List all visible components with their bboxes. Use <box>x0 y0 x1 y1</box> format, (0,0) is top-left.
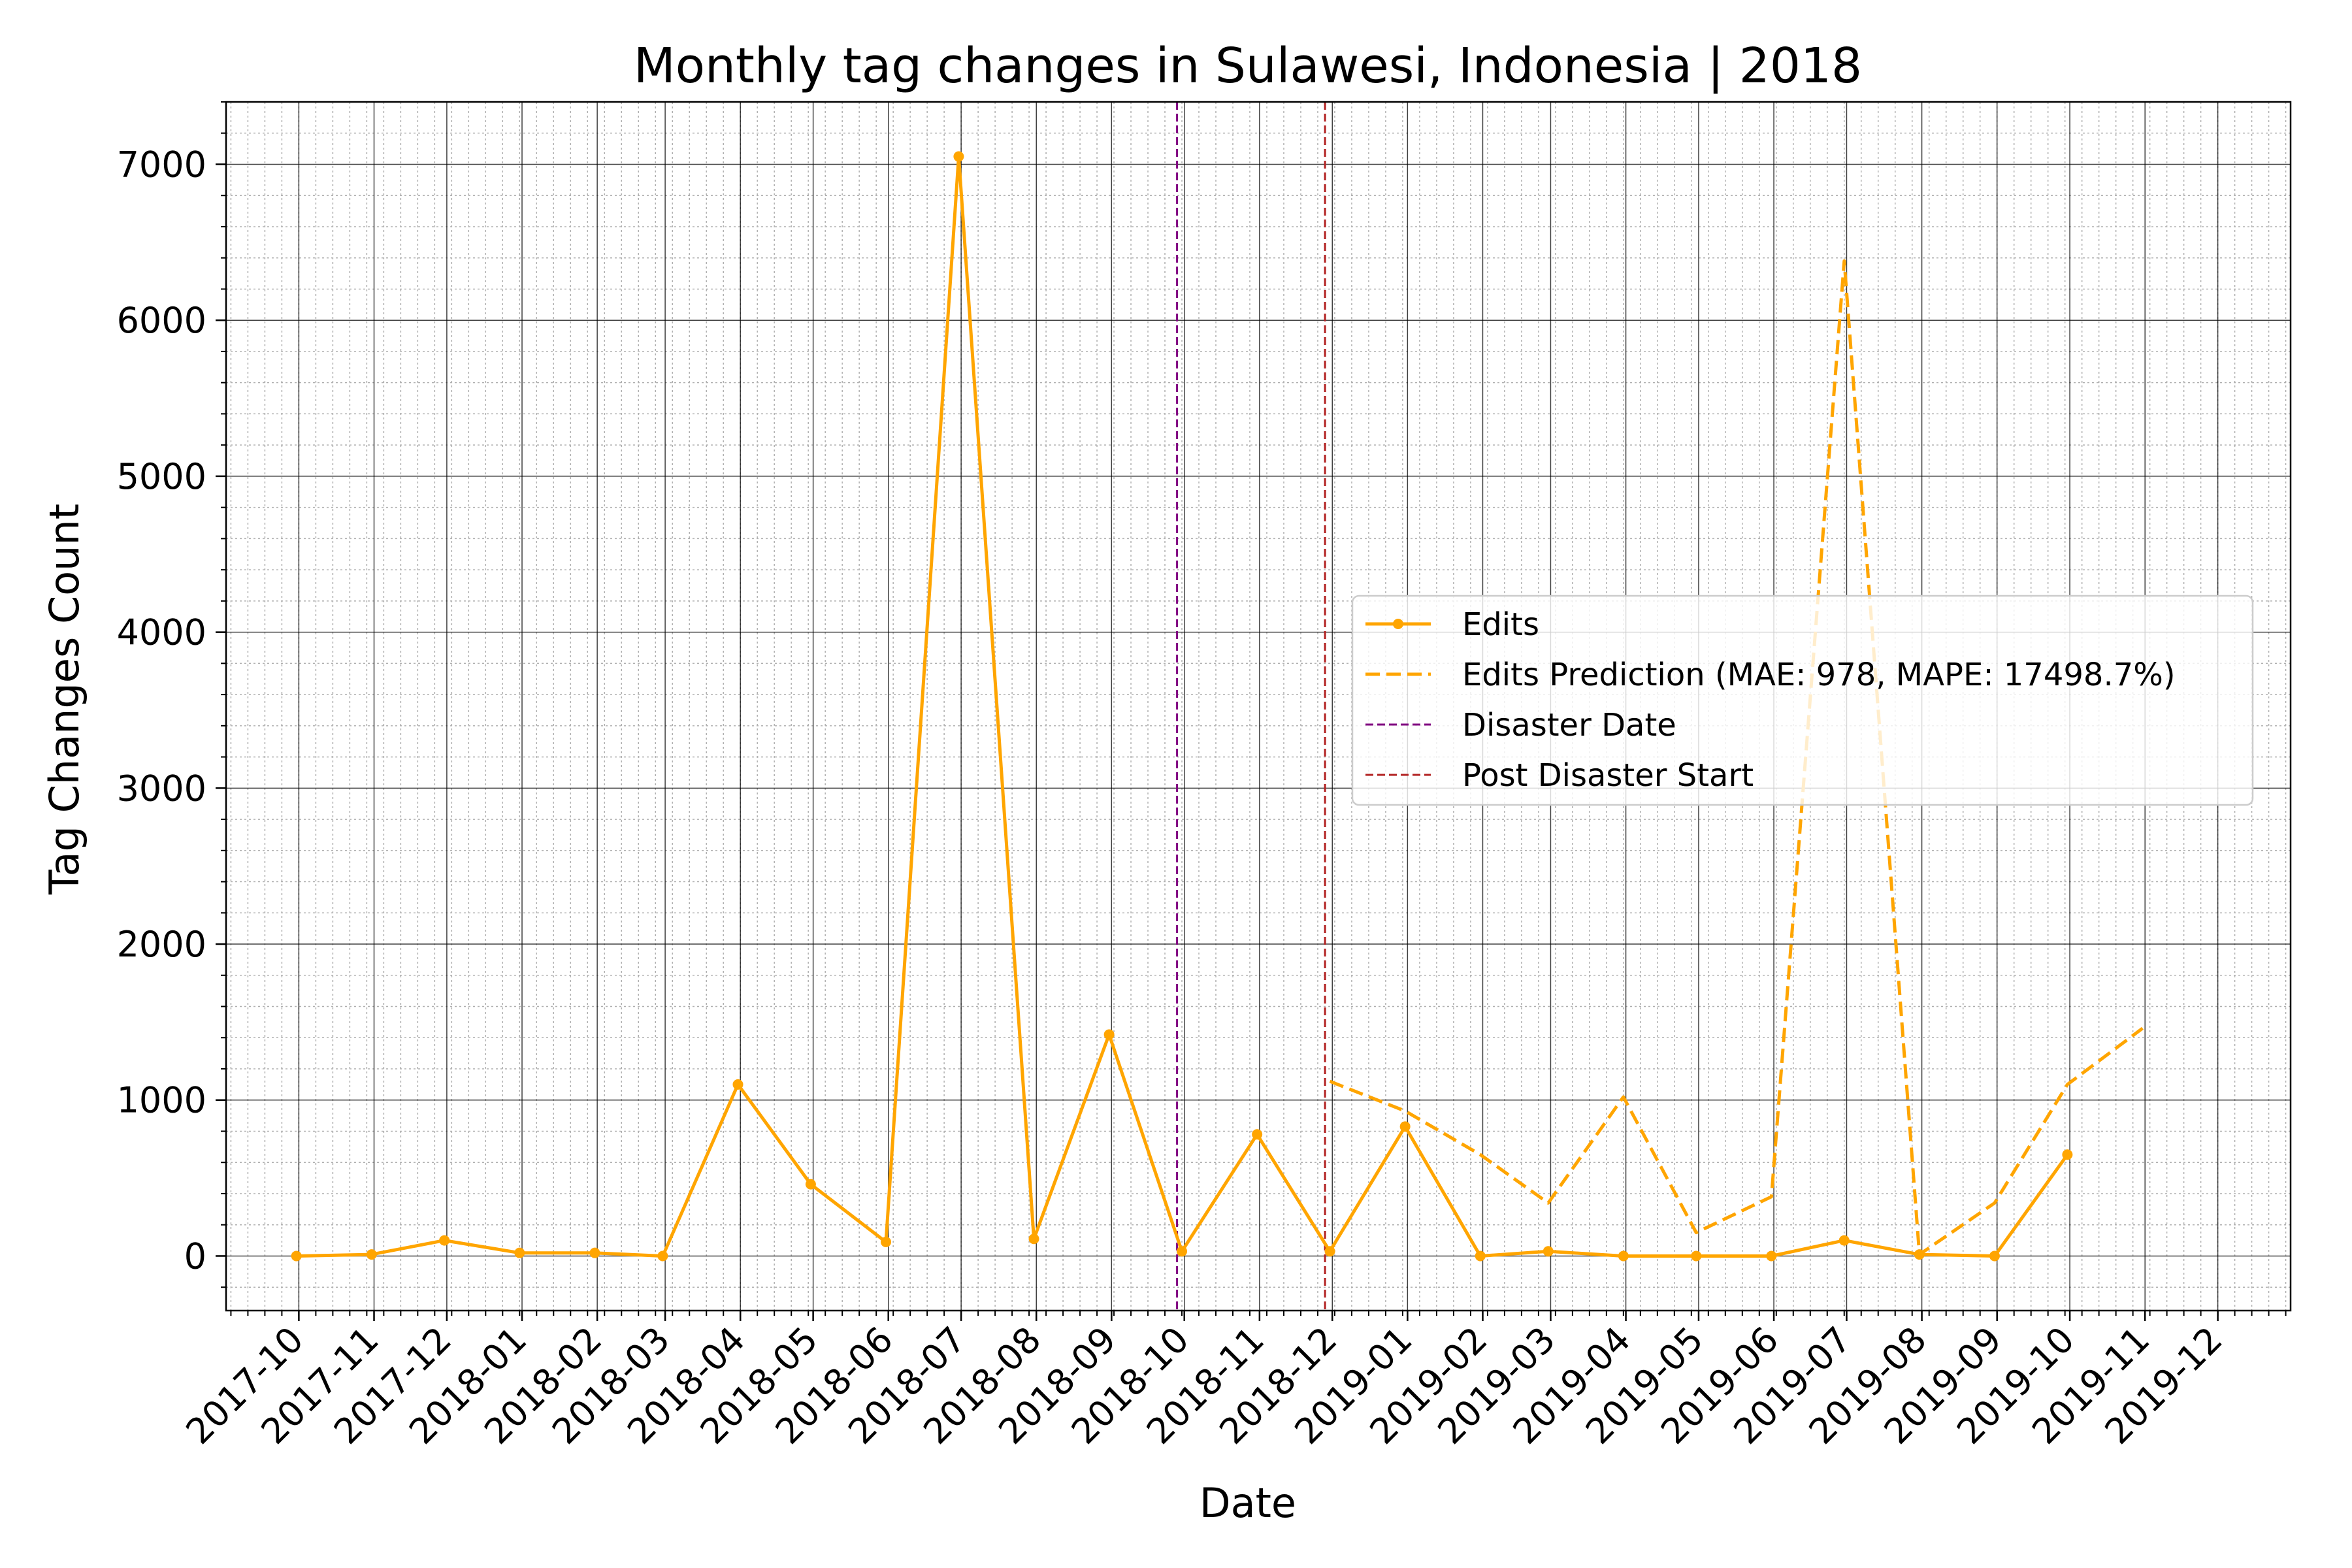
event-lines <box>1176 102 1326 1311</box>
series-layer <box>291 151 2144 1262</box>
edits-point <box>1618 1250 1629 1262</box>
edits-point <box>732 1079 743 1090</box>
edits-point <box>1028 1233 1039 1245</box>
y-tick-label: 1000 <box>117 1080 206 1121</box>
legend-item-post-disaster-start: Post Disaster Start <box>1365 757 1754 794</box>
y-tick-label: 5000 <box>117 456 206 497</box>
y-axis-label: Tag Changes Count <box>41 504 88 895</box>
legend-label-prediction: Edits Prediction (MAE: 978, MAPE: 17498.… <box>1462 657 2176 693</box>
chart-title: Monthly tag changes in Sulawesi, Indones… <box>634 38 1862 94</box>
edits-prediction-line <box>1329 259 2144 1256</box>
edits-point <box>657 1250 668 1262</box>
x-axis-label: Date <box>1200 1479 1296 1527</box>
legend-item-prediction: Edits Prediction (MAE: 978, MAPE: 17498.… <box>1365 657 2176 693</box>
y-tick-label: 4000 <box>117 612 206 653</box>
axis-ticks <box>216 101 2287 1321</box>
edits-point <box>1324 1246 1335 1257</box>
edits-point <box>2062 1149 2073 1160</box>
legend: Edits Edits Prediction (MAE: 978, MAPE: … <box>1351 595 2254 806</box>
legend-box <box>1351 595 2254 806</box>
y-tick-label: 2000 <box>117 924 206 965</box>
edits-point <box>1399 1121 1411 1132</box>
y-tick-labels: 0 1000 2000 3000 4000 5000 6000 7000 <box>117 144 206 1277</box>
edits-point <box>1838 1235 1850 1246</box>
edits-point <box>366 1249 377 1260</box>
y-tick-label: 0 <box>184 1235 206 1277</box>
y-tick-label: 3000 <box>117 768 206 809</box>
legend-label-post-disaster-start: Post Disaster Start <box>1462 757 1754 794</box>
legend-label-edits: Edits <box>1462 606 1539 643</box>
edits-point <box>1766 1250 1777 1262</box>
edits-point <box>291 1250 302 1262</box>
edits-point <box>953 151 964 162</box>
legend-item-edits: Edits <box>1365 606 1539 643</box>
edits-point <box>514 1247 525 1258</box>
edits-point <box>1475 1250 1486 1262</box>
legend-marker-edits <box>1393 619 1403 629</box>
edits-point <box>1691 1250 1702 1262</box>
edits-point <box>881 1236 892 1247</box>
legend-label-disaster-date: Disaster Date <box>1462 707 1676 743</box>
edits-point <box>1103 1029 1115 1040</box>
y-tick-label: 6000 <box>117 300 206 341</box>
edits-point <box>805 1179 816 1190</box>
edits-point <box>1177 1246 1188 1257</box>
edits-point <box>1543 1246 1554 1257</box>
edits-point <box>589 1247 600 1258</box>
legend-item-disaster-date: Disaster Date <box>1365 707 1676 743</box>
edits-point <box>1989 1250 2000 1262</box>
plot-area-frame <box>225 101 2292 1312</box>
edits-point <box>439 1235 450 1246</box>
edits-point <box>1252 1129 1263 1140</box>
y-tick-label: 7000 <box>117 144 206 185</box>
